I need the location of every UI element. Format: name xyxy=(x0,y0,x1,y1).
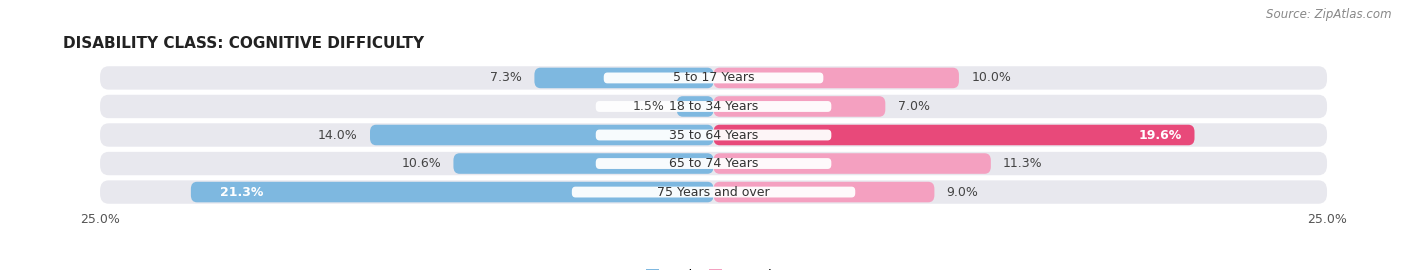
Text: 7.3%: 7.3% xyxy=(491,72,522,85)
Text: DISABILITY CLASS: COGNITIVE DIFFICULTY: DISABILITY CLASS: COGNITIVE DIFFICULTY xyxy=(63,36,425,51)
FancyBboxPatch shape xyxy=(100,180,1327,204)
Text: 10.6%: 10.6% xyxy=(402,157,441,170)
Legend: Male, Female: Male, Female xyxy=(641,264,786,270)
Text: 21.3%: 21.3% xyxy=(221,185,264,198)
FancyBboxPatch shape xyxy=(596,130,831,140)
Text: 5 to 17 Years: 5 to 17 Years xyxy=(673,72,754,85)
FancyBboxPatch shape xyxy=(100,123,1327,147)
FancyBboxPatch shape xyxy=(676,96,713,117)
FancyBboxPatch shape xyxy=(534,68,713,88)
FancyBboxPatch shape xyxy=(191,182,713,202)
FancyBboxPatch shape xyxy=(713,182,935,202)
FancyBboxPatch shape xyxy=(100,95,1327,118)
Text: 19.6%: 19.6% xyxy=(1139,129,1182,141)
FancyBboxPatch shape xyxy=(603,73,824,83)
FancyBboxPatch shape xyxy=(370,125,713,145)
FancyBboxPatch shape xyxy=(596,101,831,112)
FancyBboxPatch shape xyxy=(713,153,991,174)
Text: 14.0%: 14.0% xyxy=(318,129,357,141)
FancyBboxPatch shape xyxy=(713,125,1195,145)
Text: 35 to 64 Years: 35 to 64 Years xyxy=(669,129,758,141)
FancyBboxPatch shape xyxy=(572,187,855,197)
Text: 7.0%: 7.0% xyxy=(897,100,929,113)
Text: 18 to 34 Years: 18 to 34 Years xyxy=(669,100,758,113)
FancyBboxPatch shape xyxy=(596,158,831,169)
FancyBboxPatch shape xyxy=(453,153,713,174)
Text: Source: ZipAtlas.com: Source: ZipAtlas.com xyxy=(1267,8,1392,21)
Text: 10.0%: 10.0% xyxy=(972,72,1011,85)
FancyBboxPatch shape xyxy=(100,66,1327,90)
FancyBboxPatch shape xyxy=(100,152,1327,175)
Text: 1.5%: 1.5% xyxy=(633,100,665,113)
FancyBboxPatch shape xyxy=(713,96,886,117)
Text: 65 to 74 Years: 65 to 74 Years xyxy=(669,157,758,170)
Text: 9.0%: 9.0% xyxy=(946,185,979,198)
FancyBboxPatch shape xyxy=(713,68,959,88)
Text: 75 Years and over: 75 Years and over xyxy=(657,185,770,198)
Text: 11.3%: 11.3% xyxy=(1002,157,1043,170)
